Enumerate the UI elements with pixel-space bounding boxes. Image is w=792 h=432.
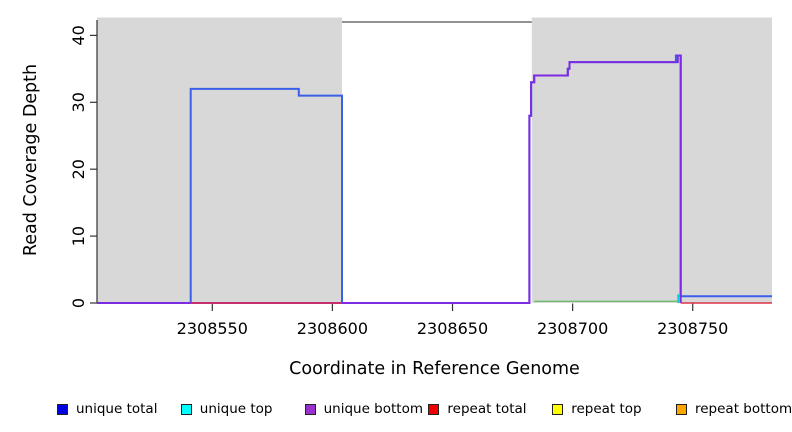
y-tick-label: 30 xyxy=(69,92,88,112)
y-tick-label: 20 xyxy=(69,159,88,179)
shaded-region xyxy=(531,17,772,303)
legend-swatch xyxy=(428,404,440,415)
y-axis-label: Read Coverage Depth xyxy=(21,63,41,257)
legend-item-unique-top: unique top xyxy=(180,401,273,418)
x-tick-label: 2308750 xyxy=(657,319,728,338)
x-tick-label: 2308550 xyxy=(177,319,248,338)
legend-swatch xyxy=(57,404,68,415)
y-tick-label: 10 xyxy=(69,226,88,246)
shaded-region xyxy=(97,17,343,303)
legend-label: repeat total xyxy=(447,401,527,417)
legend-label: unique total xyxy=(76,401,158,417)
legend-label: repeat top xyxy=(571,401,642,417)
x-tick-label: 2308650 xyxy=(417,319,488,338)
legend-swatch xyxy=(676,404,687,415)
series-unique-bottom xyxy=(97,54,682,304)
legend-swatch xyxy=(552,404,564,415)
legend-label: unique bottom xyxy=(323,401,424,417)
legend-item-unique-bottom: unique bottom xyxy=(304,401,424,418)
y-tick-label: 0 xyxy=(69,298,88,308)
legend-item-repeat-top: repeat top xyxy=(552,401,642,418)
legend-swatch xyxy=(304,404,316,415)
legend-item-repeat-total: repeat total xyxy=(428,401,527,418)
legend-swatch xyxy=(180,404,192,415)
legend-item-repeat-bottom: repeat bottom xyxy=(676,401,792,418)
legend-item-unique-total: unique total xyxy=(57,401,157,418)
x-axis-label: Coordinate in Reference Genome xyxy=(289,359,580,379)
x-tick-label: 2308700 xyxy=(537,319,608,338)
legend-label: unique top xyxy=(199,401,273,417)
x-tick-label: 2308600 xyxy=(297,319,368,338)
y-tick-label: 40 xyxy=(69,25,88,45)
legend-label: repeat bottom xyxy=(695,401,792,417)
legend: unique total unique top unique bottom repea… xyxy=(0,401,792,421)
